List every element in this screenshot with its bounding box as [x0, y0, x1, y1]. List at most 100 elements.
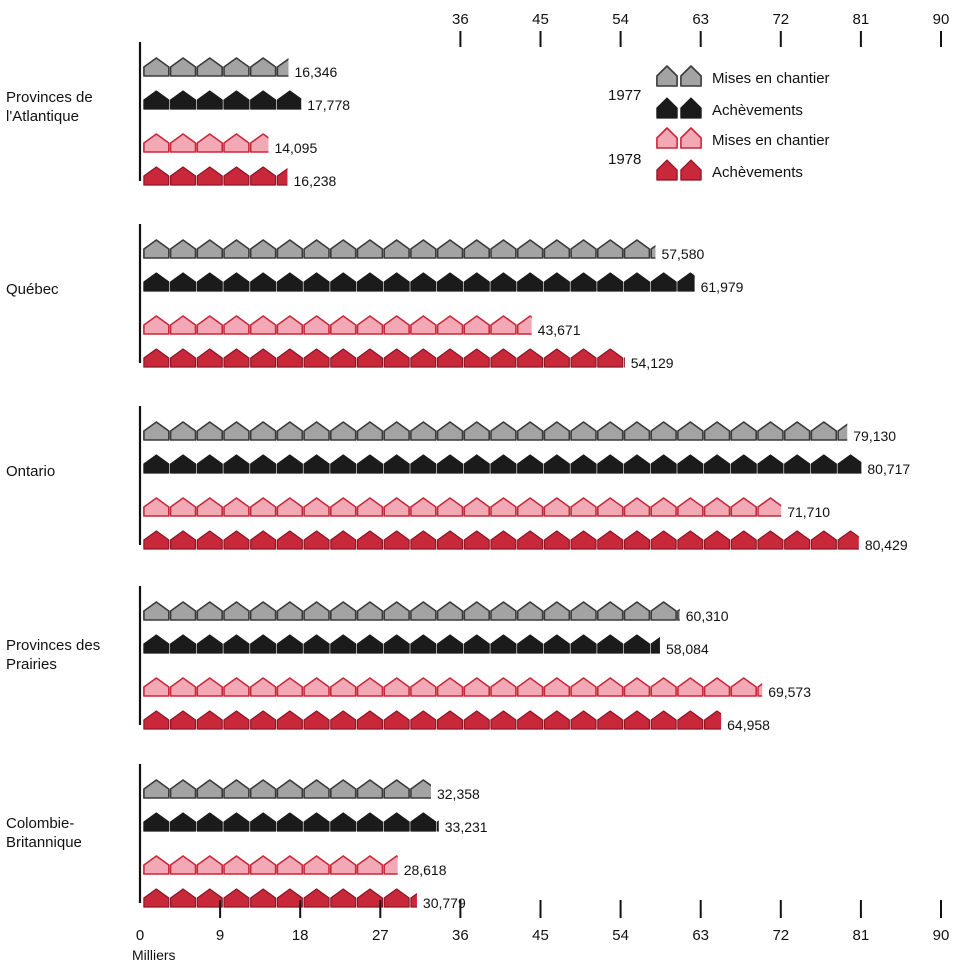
- value-label: 58,084: [666, 641, 709, 657]
- house-icon: [330, 348, 357, 368]
- house-icon: [597, 530, 624, 550]
- house-icon: [436, 497, 464, 517]
- value-label: 69,573: [768, 684, 811, 700]
- house-icon: [543, 497, 571, 517]
- house-icon: [356, 348, 383, 368]
- house-icon: [410, 634, 437, 654]
- legend-house-icon: [680, 127, 702, 149]
- house-icon: [223, 601, 250, 621]
- house-icon: [223, 272, 250, 292]
- house-icon: [330, 779, 357, 799]
- house-icon: [356, 634, 383, 654]
- house-icon: [356, 497, 384, 517]
- house-icon: [170, 634, 197, 654]
- house-icon: [490, 677, 517, 697]
- house-icon: [543, 530, 570, 550]
- house-icon: [570, 272, 597, 292]
- pictogram-bar: [143, 497, 782, 517]
- house-icon: [623, 530, 650, 550]
- house-icon: [516, 677, 544, 697]
- house-icon: [570, 454, 597, 474]
- value-label: 54,129: [631, 355, 674, 371]
- house-icon: [170, 454, 197, 474]
- house-icon: [249, 779, 277, 799]
- x-tick-label: 18: [292, 927, 309, 944]
- house-icon: [143, 421, 170, 441]
- x-axis-label: Milliers: [132, 947, 176, 963]
- house-icon: [356, 710, 383, 730]
- x-tick-label: 72: [772, 927, 789, 944]
- house-icon: [276, 601, 304, 621]
- partial-house-icon: [837, 454, 862, 474]
- x-tick-label: 0: [136, 927, 144, 944]
- partial-house-icon: [410, 779, 431, 799]
- house-icon: [490, 348, 517, 368]
- house-icon: [650, 677, 677, 697]
- house-icon: [490, 497, 517, 517]
- pictogram-bar: [143, 90, 302, 110]
- house-icon: [303, 497, 330, 517]
- house-icon: [276, 348, 303, 368]
- value-label: 60,310: [686, 608, 729, 624]
- value-label: 16,238: [294, 173, 337, 189]
- house-icon: [383, 812, 410, 832]
- house-icon: [303, 239, 330, 259]
- house-icon: [623, 454, 650, 474]
- house-icon: [223, 677, 250, 697]
- house-icon: [436, 601, 464, 621]
- house-icon: [436, 239, 464, 259]
- x-tick-label: 9: [216, 927, 224, 944]
- house-icon: [410, 421, 437, 441]
- x-tick-label: 63: [692, 927, 709, 944]
- house-icon: [303, 601, 330, 621]
- partial-house-icon: [677, 272, 695, 292]
- house-icon: [570, 634, 597, 654]
- house-icon: [677, 530, 704, 550]
- house-icon: [249, 57, 277, 77]
- pictogram-bar: [143, 421, 848, 441]
- house-icon: [623, 634, 650, 654]
- house-icon: [570, 677, 597, 697]
- house-icon: [330, 812, 357, 832]
- house-icon: [437, 348, 464, 368]
- house-icon: [597, 634, 624, 654]
- region-label: Britannique: [6, 834, 82, 851]
- house-icon: [169, 315, 197, 335]
- partial-house-icon: [383, 855, 398, 875]
- legend-house-icon: [680, 159, 702, 181]
- house-icon: [330, 315, 357, 335]
- house-icon: [303, 421, 330, 441]
- house-icon: [196, 348, 223, 368]
- house-icon: [169, 497, 197, 517]
- value-label: 61,979: [701, 279, 744, 295]
- pictogram-bar: [143, 634, 660, 654]
- house-icon: [196, 888, 223, 908]
- house-icon: [543, 710, 570, 730]
- house-icon: [650, 421, 677, 441]
- house-icon: [437, 454, 464, 474]
- house-icon: [196, 239, 223, 259]
- house-icon: [463, 530, 490, 550]
- house-icon: [330, 634, 357, 654]
- value-label: 33,231: [445, 819, 488, 835]
- house-icon: [223, 315, 250, 335]
- value-label: 71,710: [787, 504, 830, 520]
- top-x-tick-label: 36: [452, 11, 469, 28]
- house-icon: [516, 239, 544, 259]
- value-label: 43,671: [538, 322, 581, 338]
- house-icon: [463, 272, 490, 292]
- pictogram-bar: [143, 166, 288, 186]
- house-icon: [196, 272, 223, 292]
- house-icon: [303, 888, 330, 908]
- value-label: 64,958: [727, 717, 770, 733]
- house-icon: [223, 90, 250, 110]
- house-icon: [143, 239, 170, 259]
- house-icon: [223, 812, 250, 832]
- house-icon: [543, 239, 571, 259]
- house-icon: [223, 57, 250, 77]
- house-icon: [356, 812, 383, 832]
- legend-entry-label: Mises en chantier: [712, 132, 830, 149]
- house-icon: [730, 454, 757, 474]
- house-icon: [757, 421, 784, 441]
- partial-house-icon: [276, 167, 288, 186]
